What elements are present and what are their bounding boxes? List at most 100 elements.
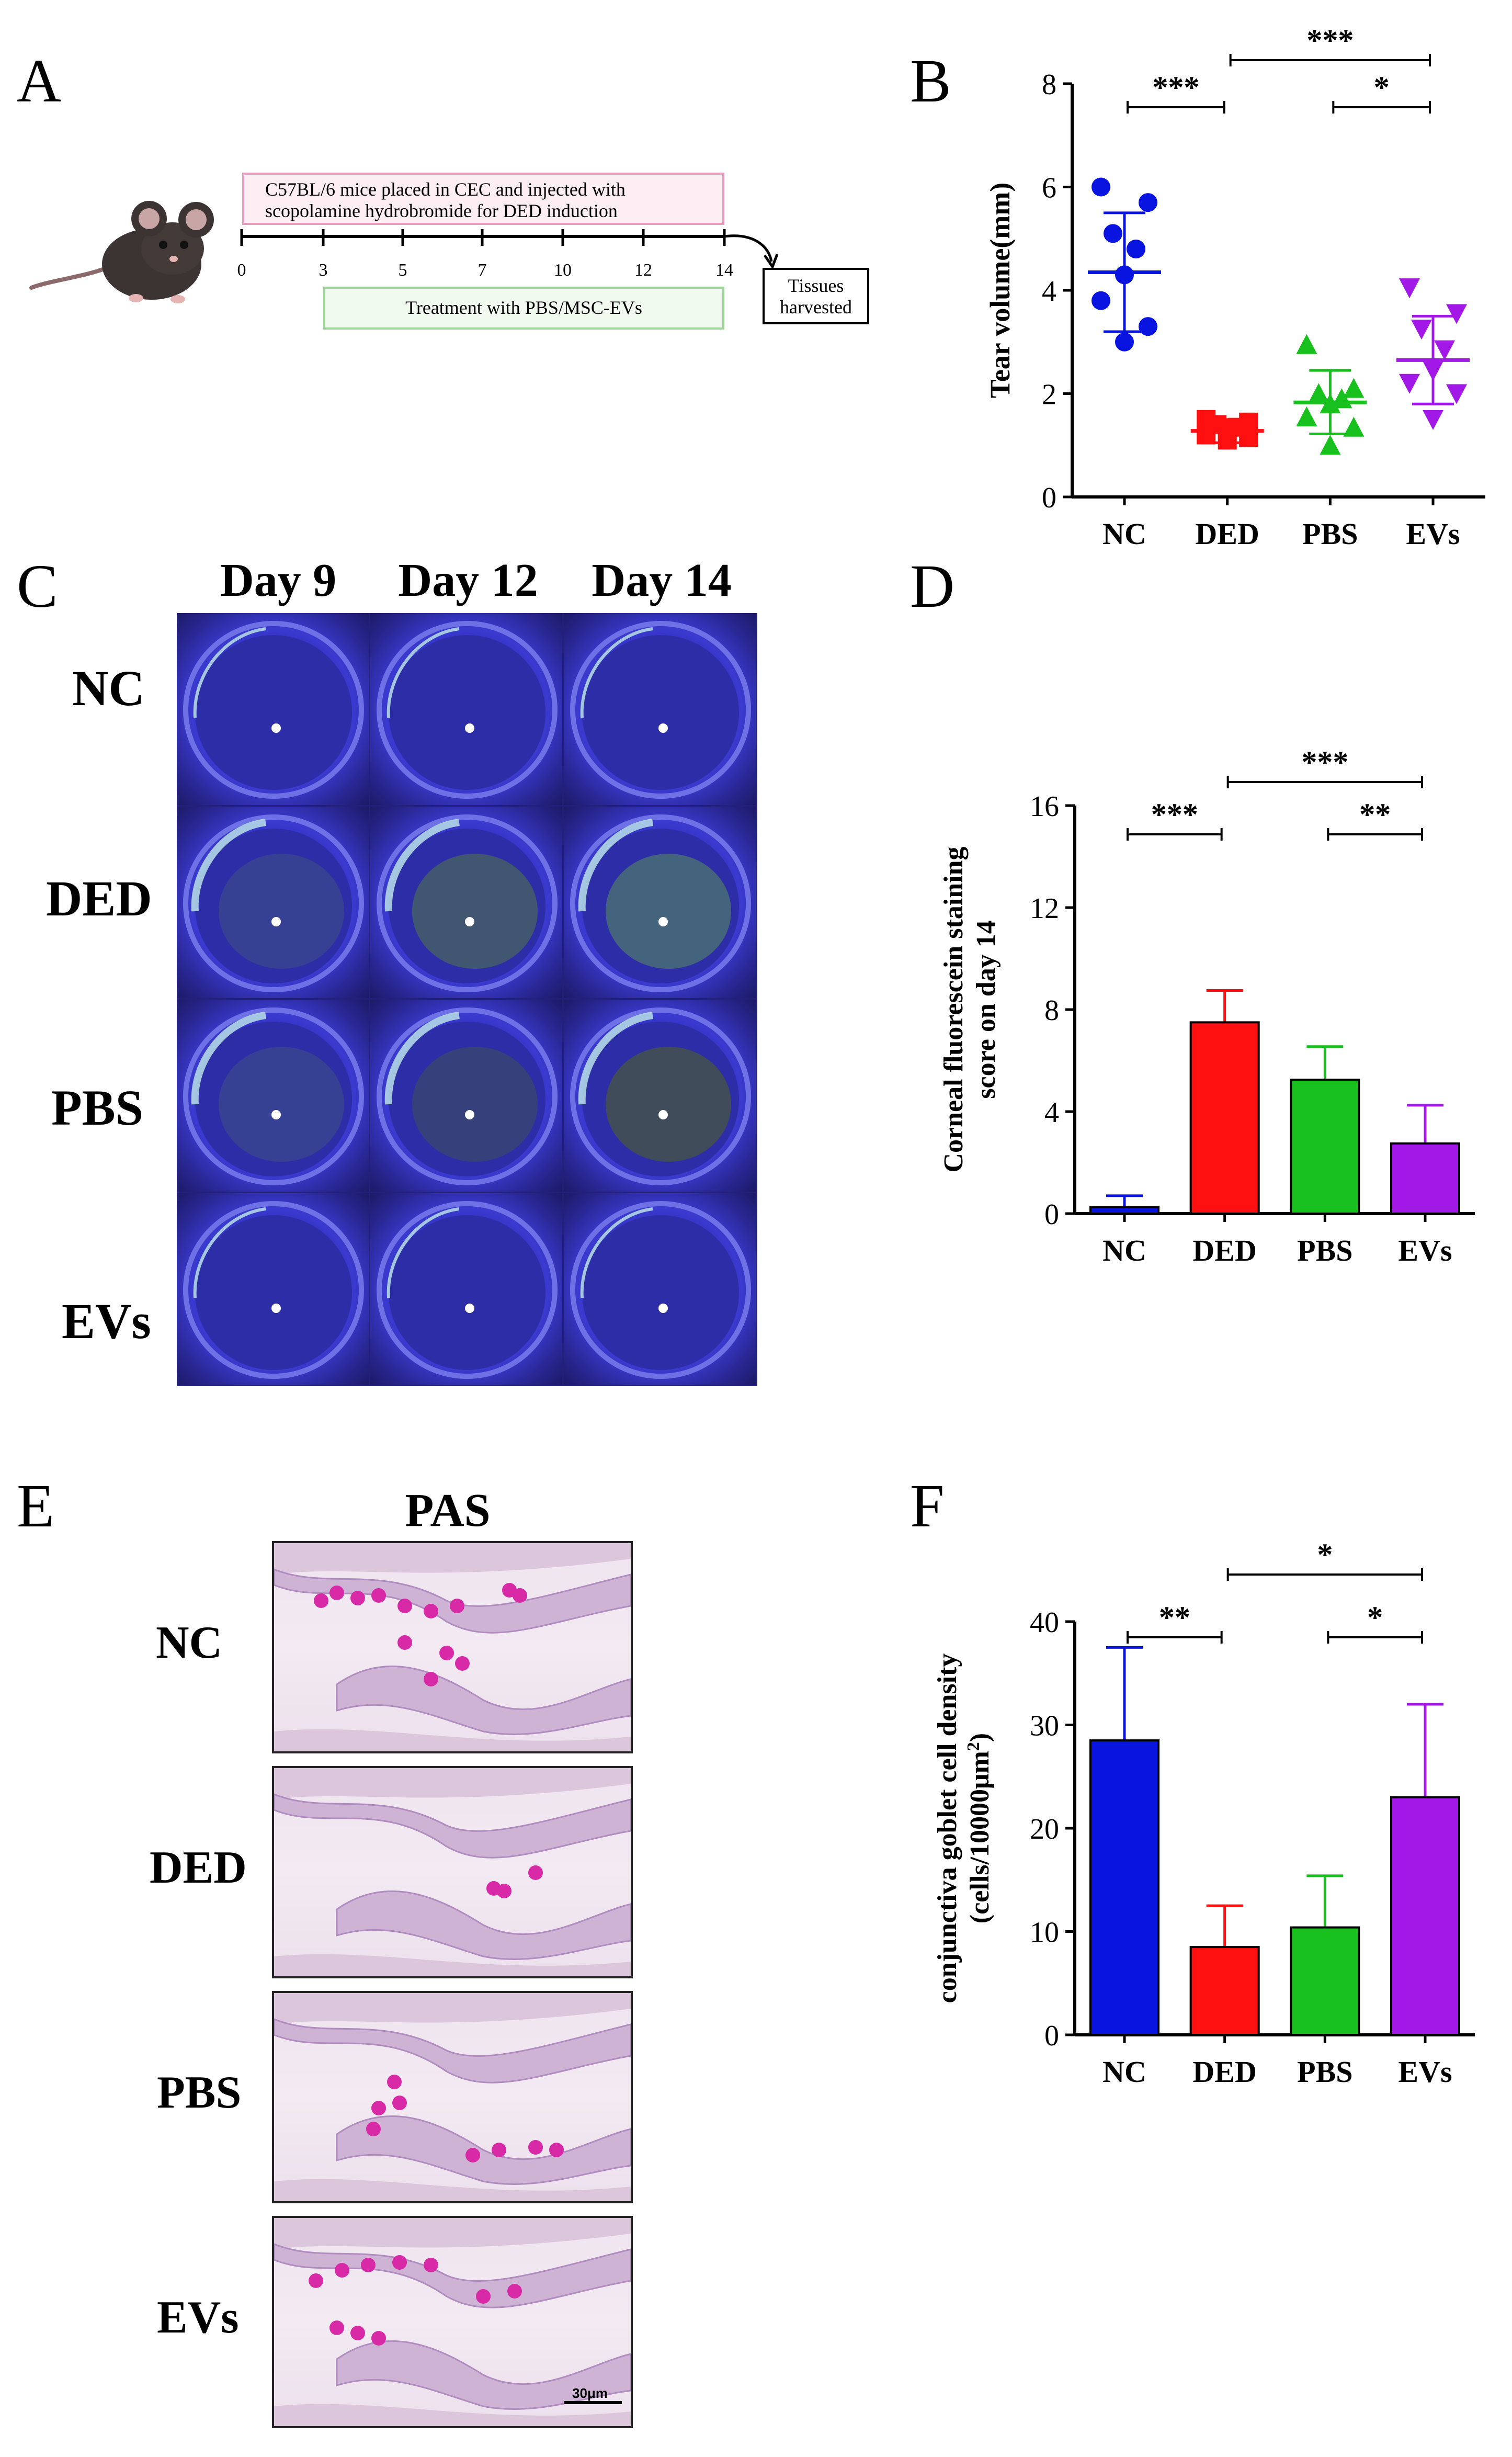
data-point-evs: [1399, 373, 1420, 394]
pas-row-label-evs: EVs: [157, 2292, 239, 2343]
treatment-text: Treatment with PBS/MSC-EVs: [405, 297, 642, 318]
eye-rim: [183, 621, 364, 799]
y-tick-label: 0: [1042, 482, 1056, 514]
day-tick-12: 12: [634, 261, 652, 280]
y-tick-label: 4: [1044, 1096, 1059, 1129]
goblet-cell: [392, 2255, 407, 2270]
goblet-cell: [387, 2075, 402, 2089]
data-point-nc: [1115, 332, 1134, 352]
eye-stain: [219, 853, 344, 969]
epithelium-lower: [336, 2340, 631, 2410]
col-label-day9: Day 9: [220, 554, 337, 606]
data-point-pbs: [1343, 416, 1365, 437]
harvest-text-line1: Tissues: [788, 275, 844, 296]
row-label-pbs: PBS: [51, 1080, 144, 1136]
goblet-cell: [476, 2289, 491, 2304]
eye-stain: [606, 853, 731, 969]
y-tick-label: 16: [1030, 790, 1059, 823]
pas-row-label-pbs: PBS: [157, 2067, 242, 2118]
data-point-evs: [1434, 340, 1455, 360]
eye-light-spot: [465, 723, 474, 733]
x-tick-label: PBS: [1297, 2055, 1352, 2089]
goblet-cell: [455, 1656, 470, 1671]
eye-cornea: [389, 635, 545, 790]
epithelium-upper: [274, 2243, 631, 2308]
x-tick-label: NC: [1102, 1233, 1146, 1267]
eye-drawing: [377, 814, 558, 992]
panel-label-e: E: [17, 1471, 55, 1540]
scale-bar: [564, 2401, 622, 2404]
goblet-cell: [371, 2101, 386, 2115]
row-label-ded: DED: [46, 870, 152, 926]
goblet-cell: [309, 2273, 323, 2288]
data-point-evs: [1446, 384, 1467, 404]
eye-image-pbs-col1: [177, 1000, 369, 1192]
panel-label-a: A: [17, 47, 62, 115]
bar-ded: [1189, 1021, 1260, 1215]
eye-drawing: [377, 1007, 558, 1185]
eye-stain: [412, 853, 538, 969]
eye-light-spot: [271, 1110, 281, 1119]
epithelium-lower: [336, 1665, 631, 1735]
goblet-cell: [549, 2143, 564, 2157]
eye-image-pbs-col2: [370, 1000, 562, 1192]
eye-reflection: [386, 1207, 460, 1298]
y-axis-title: Tear volume(mm): [984, 183, 1016, 398]
goblet-cell: [507, 2284, 522, 2299]
bar-evs: [1390, 1796, 1460, 2036]
significance-label: ***: [1152, 70, 1199, 105]
epithelium-upper: [274, 1793, 631, 1859]
panel-label-b: B: [910, 47, 951, 115]
pas-image-ded: [272, 1766, 633, 1978]
eye-cornea: [389, 1215, 545, 1370]
eye-cornea: [582, 1215, 739, 1370]
x-tick-label: EVs: [1406, 517, 1460, 549]
pas-row-label-nc: NC: [156, 1617, 223, 1668]
induction-box: C57BL/6 mice placed in CEC and injected …: [242, 173, 724, 225]
eye-reflection: [384, 1012, 460, 1105]
y-axis-title-tail: ): [965, 1733, 995, 1742]
eye-light-spot: [658, 1303, 668, 1313]
eye-light-spot: [658, 723, 668, 733]
day-tick-10: 10: [554, 261, 572, 280]
eye-drawing: [377, 1201, 558, 1379]
y-tick-label: 30: [1030, 1710, 1059, 1742]
eye-drawing: [570, 1201, 751, 1379]
epithelium-lower: [336, 2115, 631, 2185]
eye-reflection: [580, 627, 653, 718]
col-label-day14: Day 14: [592, 554, 732, 606]
data-point-evs: [1423, 410, 1443, 430]
eye-image-grid: [177, 613, 757, 1386]
eye-light-spot: [271, 1303, 281, 1313]
goblet-cell: [424, 1672, 438, 1686]
y-axis-title-line2: (cells/10000μm2): [964, 1733, 995, 1923]
eye-drawing: [570, 814, 751, 992]
goblet-cell: [450, 1599, 464, 1613]
y-tick-label: 20: [1030, 1813, 1059, 1845]
panel-label-d: D: [910, 552, 955, 620]
bar-pbs: [1290, 1926, 1360, 2036]
mouse-illustration: [29, 201, 214, 303]
data-point-pbs: [1320, 435, 1341, 455]
x-tick-label: DED: [1192, 1233, 1256, 1267]
induction-text-line1: C57BL/6 mice placed in CEC and injected …: [265, 179, 626, 200]
eye-light-spot: [465, 916, 474, 926]
day-tick-5: 5: [398, 261, 407, 280]
eye-reflection: [384, 818, 460, 911]
eye-reflection: [580, 1207, 653, 1298]
eye-reflection: [193, 627, 266, 718]
tissue-upper: [274, 1993, 631, 2024]
data-point-nc: [1092, 291, 1110, 310]
eye-drawing: [183, 621, 364, 799]
eye-image-evs-col2: [370, 1193, 562, 1385]
y-axis-title-line1: Corneal fluorescein staining: [939, 846, 969, 1172]
bar-ded: [1189, 1946, 1260, 2036]
data-point-nc: [1139, 193, 1157, 212]
bar-nc: [1089, 1206, 1159, 1215]
goblet-cell: [329, 2320, 344, 2335]
epithelium-upper: [274, 2018, 631, 2084]
eye-reflection: [191, 1012, 266, 1105]
eye-light-spot: [271, 916, 281, 926]
eye-drawing: [183, 1201, 364, 1379]
